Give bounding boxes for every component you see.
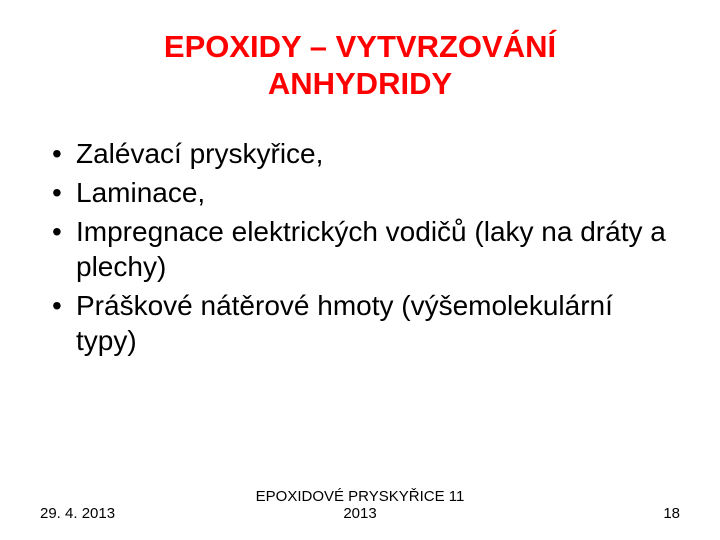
title-line-1: EPOXIDY – VYTVRZOVÁNÍ (40, 28, 680, 65)
footer-center: EPOXIDOVÉ PRYSKYŘICE 11 2013 (160, 488, 560, 523)
footer-page-number: 18 (560, 505, 680, 522)
bullet-list: Zalévací pryskyřice, Laminace, Impregnac… (40, 136, 680, 358)
list-item: Práškové nátěrové hmoty (výšemolekulární… (48, 288, 680, 358)
footer-center-line1: EPOXIDOVÉ PRYSKYŘICE 11 (256, 488, 465, 505)
list-item: Laminace, (48, 175, 680, 210)
slide-footer: 29. 4. 2013 EPOXIDOVÉ PRYSKYŘICE 11 2013… (0, 488, 720, 523)
slide-title: EPOXIDY – VYTVRZOVÁNÍ ANHYDRIDY (40, 28, 680, 102)
list-item: Impregnace elektrických vodičů (laky na … (48, 214, 680, 284)
footer-center-line2: 2013 (343, 505, 376, 522)
slide: EPOXIDY – VYTVRZOVÁNÍ ANHYDRIDY Zalévací… (0, 0, 720, 540)
list-item: Zalévací pryskyřice, (48, 136, 680, 171)
footer-date: 29. 4. 2013 (40, 505, 160, 522)
title-line-2: ANHYDRIDY (40, 65, 680, 102)
